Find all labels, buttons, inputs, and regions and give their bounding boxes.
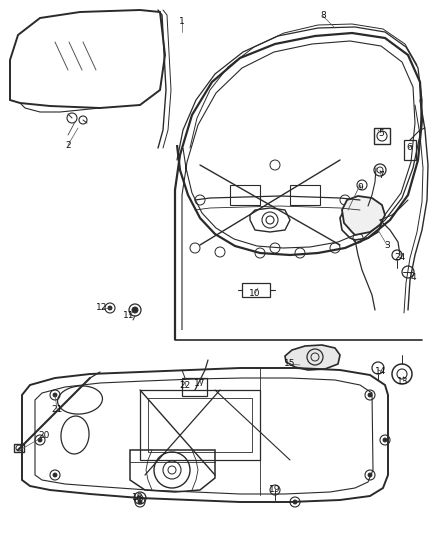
Circle shape	[38, 438, 42, 442]
Bar	[404, 140, 416, 160]
Text: 21: 21	[51, 405, 63, 414]
Bar	[242, 283, 270, 297]
Bar	[148, 398, 252, 452]
Polygon shape	[342, 196, 385, 235]
Text: 6: 6	[406, 143, 412, 152]
Text: 12: 12	[96, 303, 108, 312]
Text: 14: 14	[375, 367, 387, 376]
Bar	[140, 390, 260, 460]
Text: 8: 8	[320, 12, 326, 20]
Text: 19: 19	[269, 484, 281, 494]
Text: 3: 3	[384, 240, 390, 249]
Circle shape	[138, 500, 142, 504]
Text: 4: 4	[410, 272, 416, 281]
Circle shape	[293, 500, 297, 504]
Text: 5: 5	[378, 128, 384, 138]
Text: 10: 10	[249, 288, 261, 297]
Bar	[374, 128, 390, 144]
Circle shape	[53, 473, 57, 477]
Circle shape	[368, 473, 372, 477]
Bar	[182, 378, 207, 396]
Polygon shape	[285, 345, 340, 370]
Circle shape	[108, 306, 112, 310]
Text: 17: 17	[194, 378, 206, 387]
Text: 7: 7	[378, 171, 384, 180]
Circle shape	[53, 393, 57, 397]
Circle shape	[132, 307, 138, 313]
Circle shape	[368, 393, 372, 397]
Text: 24: 24	[394, 254, 406, 262]
Text: 15: 15	[284, 359, 296, 368]
Text: 20: 20	[38, 432, 49, 440]
Text: 2: 2	[65, 141, 71, 149]
Text: 9: 9	[357, 183, 363, 192]
Text: 11: 11	[123, 311, 135, 319]
Text: 13: 13	[397, 376, 409, 385]
Text: 18: 18	[132, 494, 144, 503]
Text: 22: 22	[180, 381, 191, 390]
Bar	[290, 185, 320, 205]
Text: 1: 1	[179, 18, 185, 27]
Bar	[230, 185, 260, 205]
Circle shape	[383, 438, 387, 442]
